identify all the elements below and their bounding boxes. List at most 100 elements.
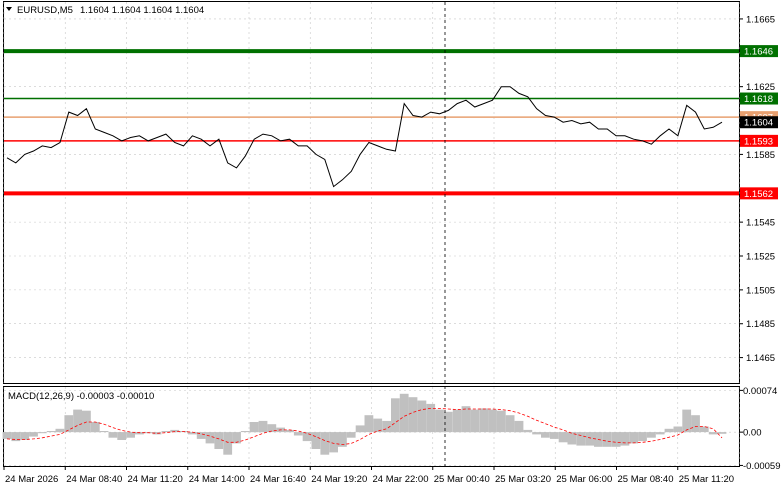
macd-bar [11,432,21,442]
price-tick-label: 1.1545 [746,218,775,229]
macd-bar [135,432,144,435]
macd-bar [567,432,577,445]
price-tick-label: 1.1465 [746,353,775,364]
level-tag-bg [740,45,778,58]
level-tag-bg [740,134,778,147]
macd-bar [488,409,497,433]
macd-bar [108,432,118,438]
macd-bar [532,432,541,435]
macd-bar [682,409,692,433]
triangle-down-icon[interactable] [6,7,12,11]
macd-bar [452,409,462,433]
macd-bar [514,420,524,433]
macd-bar [293,432,303,436]
macd-bar [708,432,718,435]
macd-title: MACD(12,26,9) -0.00003 -0.00010 [8,391,154,402]
current-price-tag: 1.1604 [744,118,773,129]
macd-bar [90,422,100,433]
macd-bar [717,432,727,434]
macd-bar [699,426,709,433]
macd-bar [523,429,533,433]
macd-bar [417,400,427,433]
macd-bar [629,432,639,444]
time-tick-label: 24 Mar 22:00 [373,474,429,485]
macd-bar [638,432,647,442]
macd-bar [29,432,38,437]
macd-bar [73,409,82,433]
time-tick-label: 24 Mar 11:20 [128,474,183,485]
macd-bar [82,410,91,433]
time-tick-label: 24 Mar 08:40 [66,474,122,485]
macd-bar [541,432,550,438]
macd-bar [223,432,233,455]
level-tag-bg [740,187,778,200]
macd-bar [647,432,656,438]
time-tick-label: 25 Mar 03:20 [495,474,551,485]
price-tick-label: 1.1625 [746,82,775,93]
macd-bar [691,415,700,433]
macd-bar [391,398,400,433]
macd-tick-label: 0.00074 [743,386,777,397]
macd-bar [320,432,330,455]
chart-symbol: EURUSD,M5 [17,5,73,16]
macd-bar [364,415,374,433]
macd-bar [435,409,444,433]
macd-bar [620,432,630,446]
macd-bar [196,432,206,439]
macd-bar [443,411,453,433]
price-series-line [6,86,723,188]
price-tick-label: 1.1665 [746,14,775,25]
macd-bar [382,420,391,433]
level-tag-1.1593: 1.1593 [744,136,773,147]
macd-bar [205,432,215,444]
macd-bar [611,432,621,447]
macd-bar [346,432,356,438]
macd-tick-label: 0.00 [743,428,762,439]
macd-bar [479,408,489,433]
macd-bar [170,429,180,433]
macd-bar [408,397,418,433]
price-tick-label: 1.1525 [746,252,775,263]
time-tick-label: 25 Mar 11:20 [679,474,734,485]
macd-bar [232,432,241,444]
macd-bar [99,431,109,433]
macd-bar [152,432,162,435]
level-tag-1.1618: 1.1618 [744,94,773,105]
macd-bar [549,432,559,439]
level-tag-1.1562: 1.1562 [744,189,773,200]
macd-bar [64,415,74,433]
macd-bar [496,410,506,433]
macd-bar [329,432,338,453]
price-tick-label: 1.1585 [746,150,775,161]
price-axis: 1.1665 1.1625 1.1585 1.1545 1.1525 1.1505 1.14… [739,14,775,364]
level-lines [4,49,739,196]
time-tick-label: 24 Mar 14:00 [189,474,245,485]
macd-bar [258,420,268,433]
macd-bar [355,425,365,433]
time-tick-label: 25 Mar 00:40 [434,474,490,485]
macd-bar [585,432,594,446]
macd-bar [505,415,515,433]
macd-bar [302,432,312,442]
macd-bar [126,432,135,438]
macd-bar [188,432,197,435]
macd-bar [558,432,568,443]
macd-tick-label: -0.00059 [743,461,781,472]
macd-bar [602,432,612,447]
macd-bar [161,431,171,433]
time-tick-label: 25 Mar 06:00 [556,474,612,485]
macd-bar [673,426,683,433]
time-tick-label: 24 Mar 19:20 [311,474,367,485]
level-tag-1.1646: 1.1646 [744,47,773,58]
time-tick-label: 24 Mar 16:40 [250,474,306,485]
macd-bar [37,432,47,434]
macd-bar [240,431,250,433]
macd-bar [55,428,65,433]
macd-bar [664,428,674,433]
macd-bar [249,422,259,433]
level-tag-bg [740,92,778,105]
macd-bar [46,431,56,433]
time-axis: 24 Mar 2026 24 Mar 08:40 24 Mar 11:20 24 Ma… [3,466,734,485]
